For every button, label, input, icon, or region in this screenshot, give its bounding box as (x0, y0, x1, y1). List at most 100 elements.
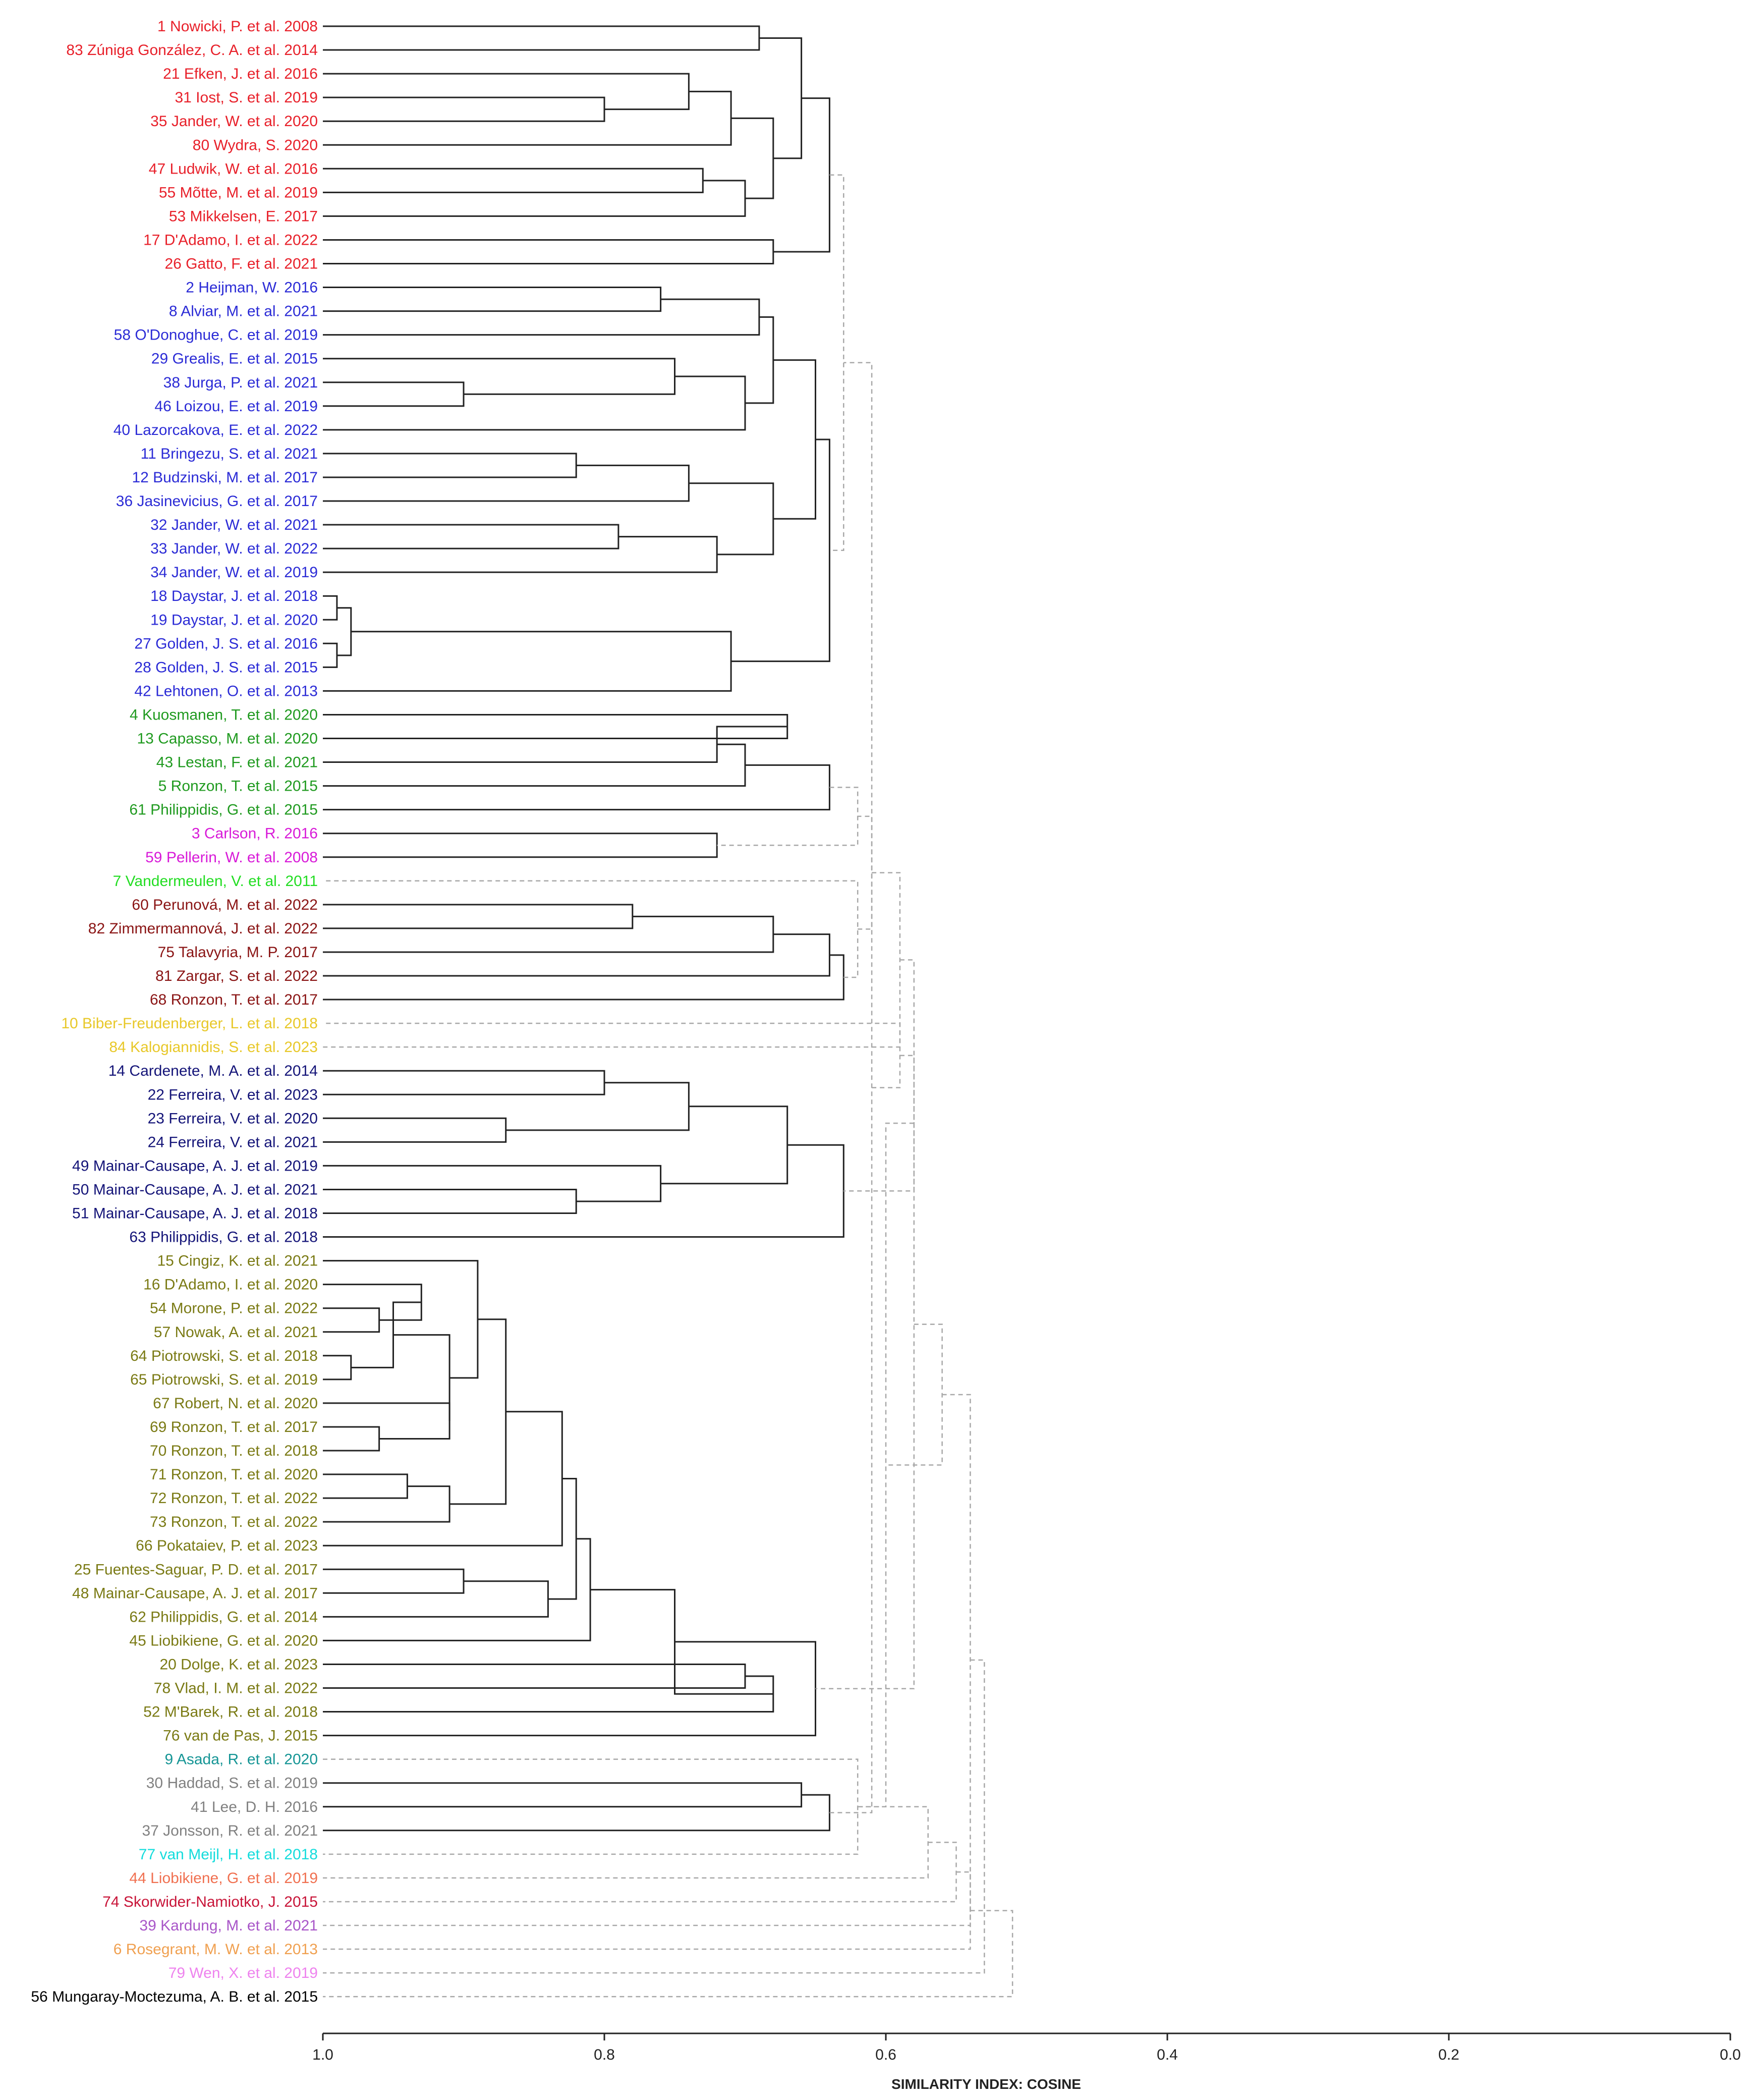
leaf-label: 18 Daystar, J. et al. 2018 (150, 588, 318, 604)
leaf-label: 41 Lee, D. H. 2016 (191, 1799, 318, 1815)
dashed-link-15 (323, 1871, 971, 1950)
merge-link-58 (323, 1538, 591, 1641)
merge-link-35 (323, 954, 844, 1001)
leaf-label: 33 Jander, W. et al. 2022 (150, 540, 318, 557)
merge-link-3 (323, 90, 732, 146)
merge-link-34 (323, 933, 830, 977)
leaf-label: 36 Jasinevicius, G. et al. 2017 (116, 493, 318, 510)
leaf-label: 69 Ronzon, T. et al. 2017 (150, 1419, 318, 1435)
leaf-label: 83 Zúniga González, C. A. et al. 2014 (66, 42, 318, 59)
leaf-label: 23 Ferreira, V. et al. 2020 (148, 1110, 318, 1127)
leaf-label: 77 van Meijl, H. et al. 2018 (139, 1846, 318, 1863)
leaf-label: 8 Alviar, M. et al. 2021 (169, 303, 318, 320)
dashed-link-13 (323, 1842, 957, 1903)
leaf-label: 54 Morone, P. et al. 2022 (150, 1300, 318, 1317)
leaf-label: 28 Golden, J. S. et al. 2015 (134, 659, 318, 676)
merge-link-12 (323, 381, 465, 407)
leaf-label: 3 Carlson, R. 2016 (192, 825, 318, 842)
dashed-link-17 (323, 1910, 1013, 1998)
leaf-label: 80 Wydra, S. 2020 (193, 137, 318, 153)
leaf-label: 43 Lestan, F. et al. 2021 (156, 754, 318, 771)
leaf-label: 40 Lazorcakova, E. et al. 2022 (114, 422, 318, 438)
leaf-label: 10 Biber-Freudenberger, L. et al. 2018 (61, 1015, 318, 1032)
x-tick-label: 0.0 (1720, 2047, 1741, 2063)
merge-link-38 (505, 1082, 690, 1131)
leaf-label: 12 Budzinski, M. et al. 2017 (132, 469, 318, 486)
leaf-label: 75 Talavyria, M. P. 2017 (158, 944, 318, 961)
leaf-label: 72 Ronzon, T. et al. 2022 (150, 1490, 318, 1507)
dashed-link-5 (323, 1022, 901, 1088)
leaf-label: 58 O'Donoghue, C. et al. 2019 (114, 327, 318, 344)
leaf-label: 15 Cingiz, K. et al. 2021 (157, 1253, 318, 1269)
merge-link-8 (323, 239, 774, 264)
leaf-label: 26 Gatto, F. et al. 2021 (164, 256, 318, 272)
dashed-link-0 (829, 174, 844, 551)
leaf-label: 48 Mainar-Causape, A. J. et al. 2017 (72, 1585, 318, 1601)
leaf-label: 29 Grealis, E. et al. 2015 (151, 351, 318, 367)
leaf-label: 55 Mõtte, M. et al. 2019 (159, 184, 318, 201)
merge-link-54 (323, 1411, 563, 1546)
leaf-label: 42 Lehtonen, O. et al. 2013 (134, 683, 318, 699)
leaf-label: 74 Skorwider-Namiotko, J. 2015 (102, 1894, 318, 1910)
merge-link-63 (323, 1782, 803, 1808)
merge-link-41 (660, 1106, 788, 1185)
merge-link-50 (323, 1473, 408, 1499)
dashed-link-4 (858, 815, 873, 930)
merge-link-17 (323, 464, 690, 502)
merge-link-10 (323, 287, 662, 312)
leaf-label: 11 Bringezu, S. et al. 2021 (141, 446, 318, 462)
leaf-label: 56 Mungaray-Moctezuma, A. B. et al. 2015 (31, 1988, 318, 2005)
merge-link-51 (323, 1485, 450, 1523)
dashed-link-10 (815, 959, 915, 1690)
merge-link-39 (323, 1188, 577, 1214)
merge-link-21 (773, 359, 816, 520)
dashed-link-1 (717, 787, 859, 846)
merge-link-24 (336, 607, 352, 656)
leaf-label: 2 Heijman, W. 2016 (186, 280, 318, 296)
x-tick-label: 1.0 (312, 2047, 333, 2063)
leaf-label: 59 Pellerin, W. et al. 2008 (145, 849, 318, 866)
leaf-label: 16 D'Adamo, I. et al. 2020 (143, 1277, 318, 1293)
x-tick-label: 0.6 (875, 2047, 896, 2063)
leaf-label: 25 Fuentes-Saguar, P. D. et al. 2017 (74, 1561, 318, 1578)
dashed-link-6 (323, 872, 901, 1048)
merge-link-5 (323, 180, 746, 217)
merge-link-7 (759, 37, 803, 159)
leaf-label: 17 D'Adamo, I. et al. 2022 (143, 232, 318, 248)
merge-link-49 (393, 1334, 450, 1421)
merge-link-1 (323, 96, 605, 122)
leaf-label: 79 Wen, X. et al. 2019 (168, 1965, 318, 1981)
leaf-label: 61 Philippidis, G. et al. 2015 (129, 802, 318, 818)
merge-link-18 (323, 524, 619, 549)
leaf-label: 57 Nowak, A. et al. 2021 (154, 1324, 318, 1341)
leaf-label: 84 Kalogiannidis, S. et al. 2023 (109, 1039, 318, 1056)
leaf-label: 14 Cardenete, M. A. et al. 2014 (108, 1063, 318, 1079)
leaf-label: 81 Zargar, S. et al. 2022 (155, 968, 318, 984)
merge-link-26 (731, 438, 830, 662)
leaf-label: 82 Zimmermannová, J. et al. 2022 (88, 920, 318, 937)
merge-link-47 (323, 1426, 380, 1452)
leaf-label: 1 Nowicki, P. et al. 2008 (157, 18, 318, 35)
merge-link-55 (323, 1568, 465, 1594)
leaf-label: 51 Mainar-Causape, A. J. et al. 2018 (72, 1205, 318, 1222)
x-axis-title: SIMILARITY INDEX: COSINE (891, 2076, 1081, 2092)
merge-link-31 (323, 833, 718, 858)
leaf-label: 39 Kardung, M. et al. 2021 (139, 1917, 318, 1934)
leaf-label: 53 Mikkelsen, E. 2017 (169, 208, 318, 225)
merge-link-59 (323, 1663, 746, 1689)
leaf-label: 22 Ferreira, V. et al. 2023 (148, 1086, 318, 1103)
leaf-label: 73 Ronzon, T. et al. 2022 (150, 1514, 318, 1530)
leaf-label: 4 Kuosmanen, T. et al. 2020 (130, 706, 318, 723)
leaf-label: 62 Philippidis, G. et al. 2014 (129, 1609, 318, 1625)
merge-link-42 (323, 1144, 844, 1238)
dashed-link-16 (323, 1659, 985, 1974)
merge-link-64 (323, 1794, 830, 1832)
leaf-label: 67 Robert, N. et al. 2020 (153, 1395, 318, 1412)
dashed-link-3 (829, 362, 873, 1813)
leaf-label: 24 Ferreira, V. et al. 2021 (148, 1134, 318, 1150)
leaf-label: 9 Asada, R. et al. 2020 (164, 1751, 318, 1768)
merge-link-13 (323, 358, 675, 395)
merge-link-33 (323, 915, 774, 953)
x-tick-label: 0.2 (1438, 2047, 1459, 2063)
